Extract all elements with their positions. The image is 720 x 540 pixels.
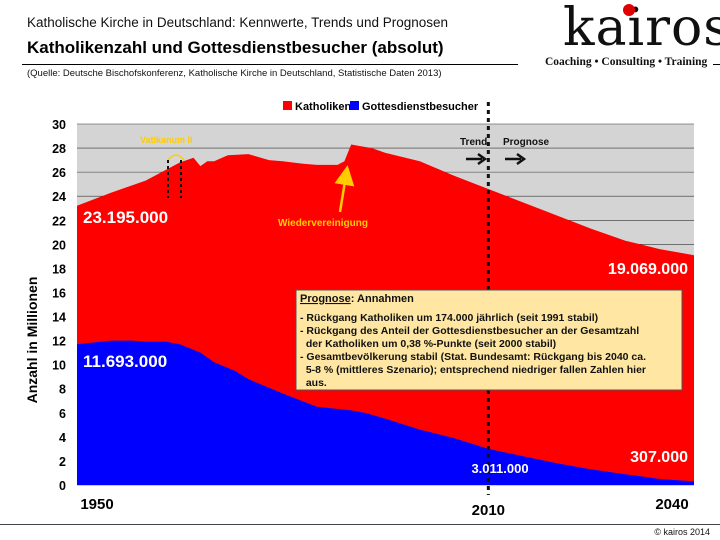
copyright: © kairos 2014 [654,527,710,537]
annotation-prognose: Prognose [503,137,550,148]
prognose-arrow-icon [505,152,527,166]
y-tick-label: 22 [52,214,66,228]
y-tick-label: 6 [59,407,66,421]
label-katholiken-2040: 19.069.000 [608,261,688,278]
header-divider-right [713,64,720,65]
legend-swatch-gottesdienstbesucher [350,101,359,110]
prognose-line-6: aus. [300,377,327,389]
prognose-line-2: - Rückgang des Anteil der Gottesdienstbe… [300,325,639,337]
x-tick-2010: 2010 [472,502,505,519]
y-tick-label: 12 [52,335,66,349]
label-gottesdienst-2010: 3.011.000 [471,461,528,476]
page-title: Katholikenzahl und Gottesdienstbesucher … [27,38,444,57]
y-tick-label: 2 [59,455,66,469]
annotation-vatikanum: Vatikanum II [140,135,193,145]
y-axis-label: Anzahl in Millionen [24,277,40,404]
annotation-trend: Trend [460,137,487,148]
y-tick-label: 20 [52,238,66,252]
prognose-line-5: 5-8 % (mittleres Szenario); entsprechend… [300,364,646,376]
report-supertitle: Katholische Kirche in Deutschland: Kennw… [27,15,449,30]
vatikanum-bracket-icon [167,154,185,161]
x-tick-1950: 1950 [80,496,113,513]
prognose-line-3: der Katholiken um 0,38 %-Punkte (seit 20… [300,338,556,350]
prognose-box-background [295,289,683,391]
y-tick-label: 8 [59,383,66,397]
annotation-wiedervereinigung: Wiedervereinigung [278,218,368,229]
y-tick-label: 0 [59,479,66,493]
legend-label-katholiken: Katholiken [295,101,352,113]
y-tick-label: 14 [52,311,66,325]
y-tick-label: 10 [52,359,66,373]
wiedervereinigung-arrow-icon [334,165,355,213]
y-tick-label: 26 [52,166,66,180]
y-tick-label: 30 [52,118,66,132]
logo-red-dot [623,4,635,16]
y-tick-label: 24 [52,190,66,204]
label-katholiken-1950: 23.195.000 [83,208,168,227]
kairos-logo: kairos [563,0,720,58]
trend-arrow-icon [466,152,488,166]
logo-tagline: Coaching • Consulting • Training [545,56,708,68]
legend: Katholiken Gottesdienstbesucher [283,101,479,113]
y-tick-label: 4 [59,431,66,445]
prognose-assumptions-box: Prognose: Annahmen - Rückgang Katholiken… [295,289,683,391]
prognose-line-4: - Gesamtbevölkerung stabil (Stat. Bundes… [300,351,646,363]
label-gottesdienst-1950: 11.693.000 [83,352,167,371]
x-tick-2040: 2040 [655,496,688,513]
header-divider [22,64,518,65]
label-gottesdienst-2040: 307.000 [630,449,688,466]
source-note: (Quelle: Deutsche Bischofskonferenz, Kat… [27,68,442,79]
legend-label-gottesdienstbesucher: Gottesdienstbesucher [362,101,479,113]
prognose-line-1: - Rückgang Katholiken um 174.000 jährlic… [300,312,598,324]
legend-swatch-katholiken [283,101,292,110]
area-gottesdienstbesucher [77,340,694,485]
y-tick-label: 28 [52,142,66,156]
y-tick-label: 16 [52,286,66,300]
footer-divider [0,524,720,525]
y-tick-label: 18 [52,262,66,276]
prognose-box-title: Prognose: Annahmen [300,293,414,305]
